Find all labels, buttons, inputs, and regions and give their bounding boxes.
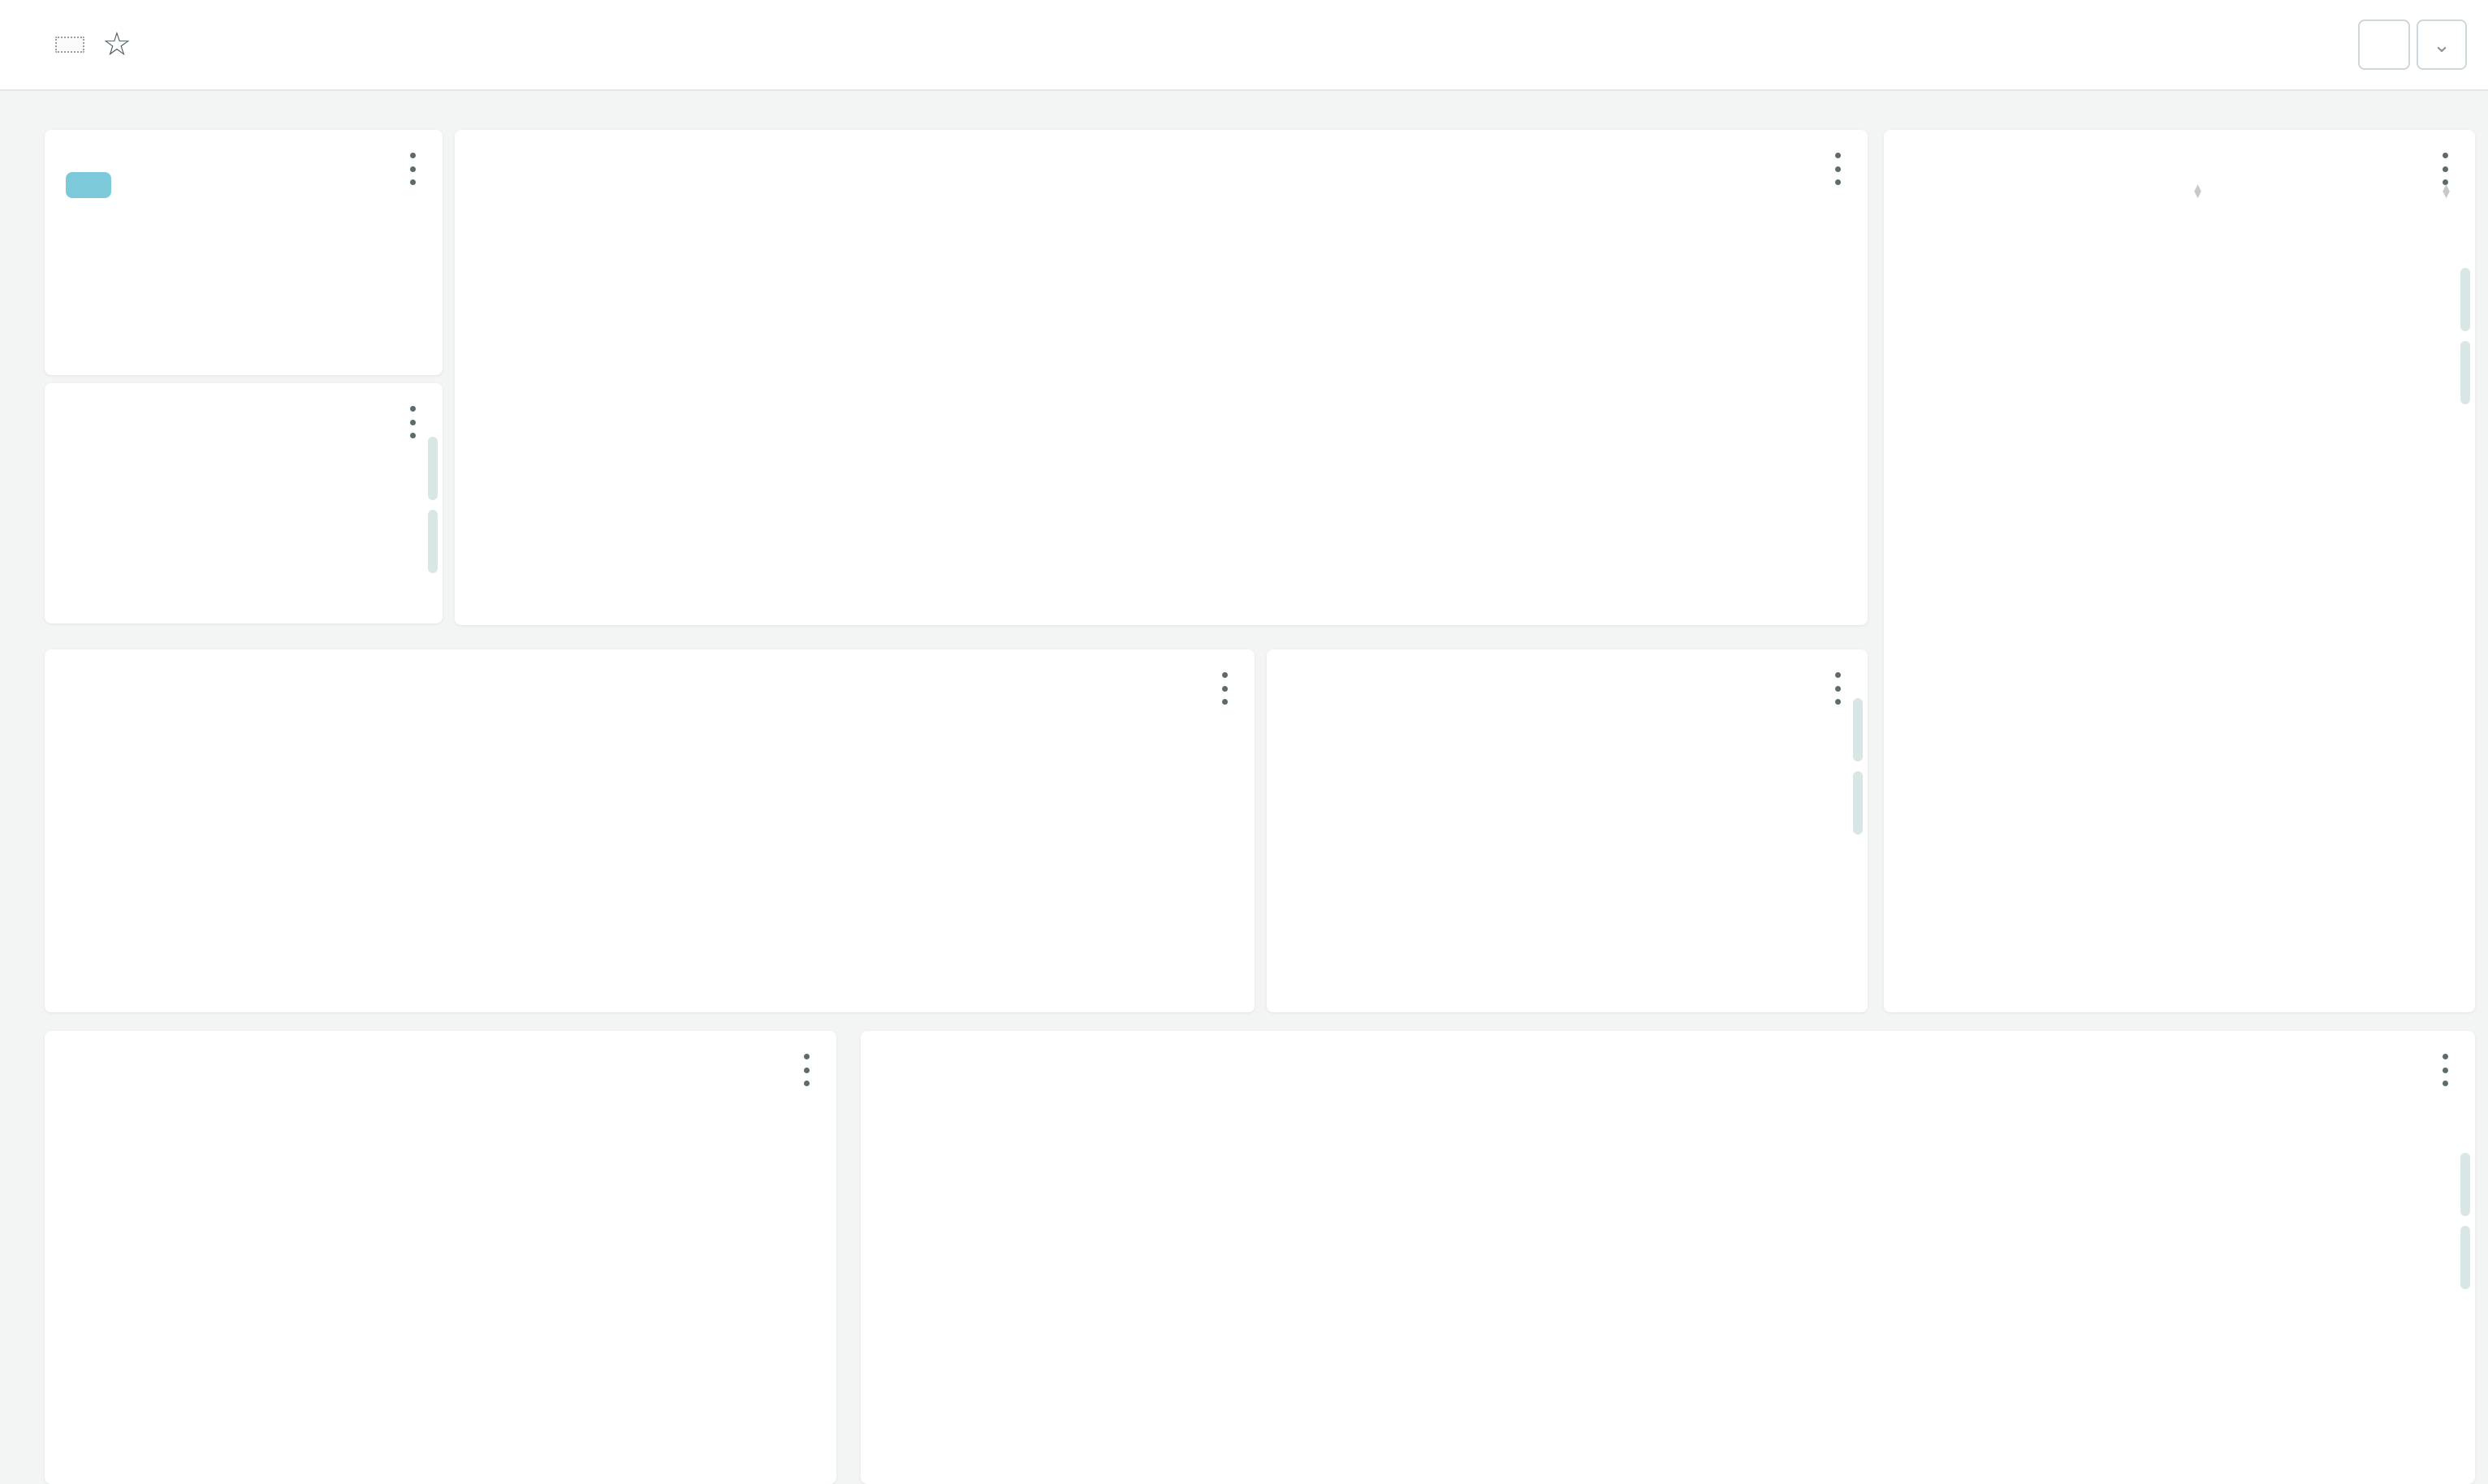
table-title <box>1884 130 2475 151</box>
sort-icon: ▲ ▼ <box>2440 180 2452 201</box>
population-title <box>45 383 443 404</box>
column-header-country[interactable]: ▲ ▼ <box>1903 180 2207 201</box>
chevron-down-icon: ⌄ <box>2433 32 2451 57</box>
table-card: ▲ ▼ ▲ ▼ <box>1884 130 2475 1012</box>
edit-dashboard-button[interactable] <box>2358 19 2410 70</box>
kebab-menu-icon[interactable] <box>2433 1052 2457 1088</box>
rural-map-card <box>455 130 1868 625</box>
growth-line-chart[interactable] <box>45 779 1255 1012</box>
kebab-menu-icon[interactable] <box>400 151 425 187</box>
growth-rate-card <box>45 649 1255 1012</box>
pop-growth-title <box>45 1031 836 1052</box>
kebab-menu-icon[interactable] <box>1825 151 1850 187</box>
growth-rate-title <box>45 649 1255 671</box>
resize-handle[interactable] <box>2460 1226 2470 1289</box>
region-filter-card <box>45 130 443 375</box>
rural-sunburst-chart[interactable] <box>1267 671 1868 1012</box>
favorite-star-icon[interactable]: ☆ <box>102 27 132 63</box>
population-card <box>45 383 443 623</box>
resize-handle[interactable] <box>1853 698 1863 761</box>
pop-growth-card <box>45 1031 836 1484</box>
kebab-menu-icon[interactable] <box>400 404 425 440</box>
kebab-menu-icon[interactable] <box>794 1052 819 1088</box>
apply-button[interactable] <box>66 172 111 198</box>
rural-breakdown-card <box>1267 649 1868 1012</box>
resize-handle[interactable] <box>428 510 438 573</box>
header: ☆ ⌄ <box>0 0 2488 91</box>
column-header-population[interactable]: ▲ ▼ <box>2207 180 2456 201</box>
scatter-title <box>861 1031 2475 1052</box>
world-choropleth-map[interactable] <box>455 177 1868 625</box>
population-table: ▲ ▼ ▲ ▼ <box>1903 175 2456 1001</box>
kebab-menu-icon[interactable] <box>1825 671 1850 706</box>
sort-icon: ▲ ▼ <box>2192 180 2204 201</box>
scatter-card <box>861 1031 2475 1484</box>
resize-handle[interactable] <box>2460 1153 2470 1216</box>
life-expectancy-scatter-chart[interactable] <box>861 1120 2475 1484</box>
population-sparkline <box>67 560 420 614</box>
dashboard-canvas: ▲ ▼ ▲ ▼ <box>0 89 2488 1484</box>
region-filter-title <box>45 130 443 151</box>
pop-growth-area-chart[interactable] <box>45 1145 836 1484</box>
kebab-menu-icon[interactable] <box>1212 671 1237 706</box>
rural-breakdown-title <box>1267 649 1868 671</box>
header-dropdown-button[interactable]: ⌄ <box>2417 19 2467 70</box>
resize-handle[interactable] <box>428 437 438 500</box>
published-badge[interactable] <box>55 37 84 53</box>
resize-handle[interactable] <box>2460 341 2470 404</box>
rural-map-title <box>455 130 1868 151</box>
kebab-menu-icon[interactable] <box>2433 151 2457 187</box>
resize-handle[interactable] <box>1853 771 1863 835</box>
resize-handle[interactable] <box>2460 268 2470 331</box>
